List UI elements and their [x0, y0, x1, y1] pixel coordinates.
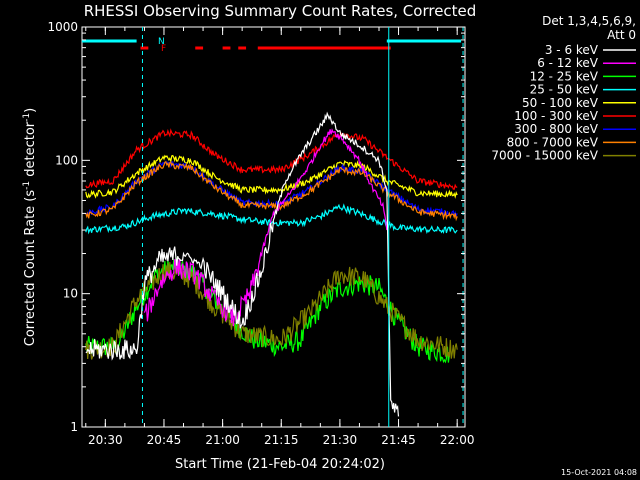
series-line-100-300-kev — [85, 128, 458, 190]
y-tick-label: 1000 — [47, 20, 78, 34]
series-line-7000-15000-kev — [85, 262, 458, 360]
x-tick-label: 21:15 — [264, 433, 299, 447]
legend-label-300-800-kev: 300 - 800 keV — [514, 122, 598, 136]
y-axis-label-sup: -1 — [22, 181, 32, 190]
x-tick-label: 22:00 — [440, 433, 475, 447]
chart-title: RHESSI Observing Summary Count Rates, Co… — [84, 2, 477, 20]
night-bar-label: N — [158, 37, 165, 47]
legend-label-100-300-kev: 100 - 300 keV — [514, 109, 598, 123]
y-axis-label-main: Corrected Count Rate (s — [23, 190, 38, 347]
series-line-25-50-kev — [85, 203, 458, 235]
time-markers — [141, 27, 464, 427]
series-line-3-6-kev — [85, 111, 400, 417]
legend-header-line2: Att 0 — [607, 28, 636, 42]
y-tick-label: 1 — [70, 420, 78, 434]
legend-label-25-50-kev: 25 - 50 keV — [530, 83, 599, 97]
footer-timestamp: 15-Oct-2021 04:08 — [561, 468, 637, 477]
y-axis-label: Corrected Count Rate (s-1 detector-1) — [22, 108, 38, 346]
flare-bar-label: F — [161, 44, 166, 54]
series-line-6-12-kev — [143, 128, 388, 327]
legend-label-6-12-kev: 6 - 12 keV — [537, 56, 599, 70]
legend-label-800-7000-kev: 800 - 7000 keV — [507, 135, 599, 149]
y-tick-label: 10 — [63, 287, 78, 301]
series-layer — [85, 111, 458, 417]
series-line-50-100-kev — [85, 154, 458, 199]
x-tick-label: 21:45 — [381, 433, 416, 447]
y-axis: 1 10 100 1000 — [47, 20, 465, 434]
x-axis-label: Start Time (21-Feb-04 20:24:02) — [175, 457, 385, 472]
y-axis-label-tail: detector — [23, 121, 38, 181]
plot-frame — [81, 26, 466, 428]
legend-header-line1: Det 1,3,4,5,6,9, — [542, 14, 636, 28]
y-tick-label: 100 — [55, 153, 78, 167]
x-tick-label: 20:30 — [88, 433, 123, 447]
y-axis-label-end: ) — [23, 108, 38, 113]
legend-label-12-25-kev: 12 - 25 keV — [530, 69, 599, 83]
legend-label-3-6-kev: 3 - 6 keV — [545, 43, 599, 57]
x-tick-label: 21:30 — [323, 433, 358, 447]
y-axis-label-sup2: -1 — [22, 113, 32, 122]
series-line-800-7000-kev — [85, 161, 458, 222]
x-tick-label: 21:00 — [205, 433, 240, 447]
legend-label-7000-15000-kev: 7000 - 15000 keV — [491, 149, 598, 163]
legend-label-50-100-kev: 50 - 100 keV — [522, 96, 599, 110]
x-tick-label: 20:45 — [147, 433, 182, 447]
status-bars: NF — [81, 37, 462, 54]
x-axis: 20:30 20:45 21:00 21:15 21:30 21:45 22:00 — [85, 27, 475, 447]
